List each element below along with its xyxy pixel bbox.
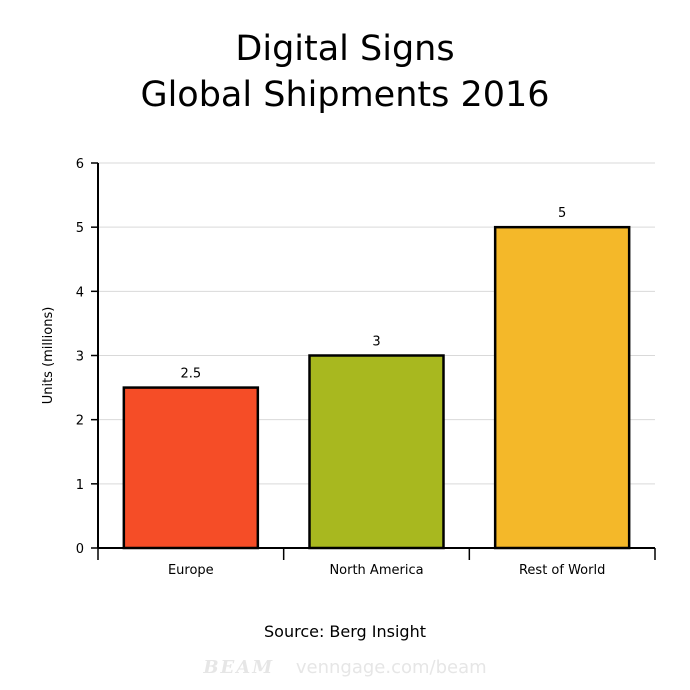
source-note: Source: Berg Insight — [264, 622, 426, 641]
bar-1 — [308, 354, 445, 550]
y-tick-label-3: 3 — [76, 350, 84, 365]
data-label-0: 2.5 — [180, 367, 201, 382]
watermark-brand: BEAM — [203, 657, 275, 678]
watermark-url: venngage.com/beam — [295, 657, 487, 678]
chart-title-line-1: Digital Signs — [235, 29, 455, 69]
x-tick-label-2: Rest of World — [519, 563, 605, 578]
data-label-1: 3 — [372, 335, 380, 350]
watermark: BEAM venngage.com/beam — [0, 657, 690, 678]
x-tick-label-1: North America — [329, 563, 423, 578]
y-tick-label-1: 1 — [76, 478, 84, 493]
y-tick-label-5: 5 — [76, 221, 84, 236]
chart-title: Digital Signs Global Shipments 2016 — [0, 26, 690, 118]
y-axis-label: Units (millions) — [41, 307, 56, 405]
y-tick-label-6: 6 — [76, 157, 84, 172]
bar-2 — [493, 225, 631, 550]
y-tick-label-2: 2 — [76, 414, 84, 429]
x-tick-label-0: Europe — [168, 563, 214, 578]
chart-title-line-2: Global Shipments 2016 — [140, 75, 550, 115]
y-tick-label-0: 0 — [76, 542, 84, 557]
y-tick-label-4: 4 — [76, 285, 84, 300]
bar-0 — [122, 386, 260, 550]
data-label-2: 5 — [558, 206, 566, 221]
